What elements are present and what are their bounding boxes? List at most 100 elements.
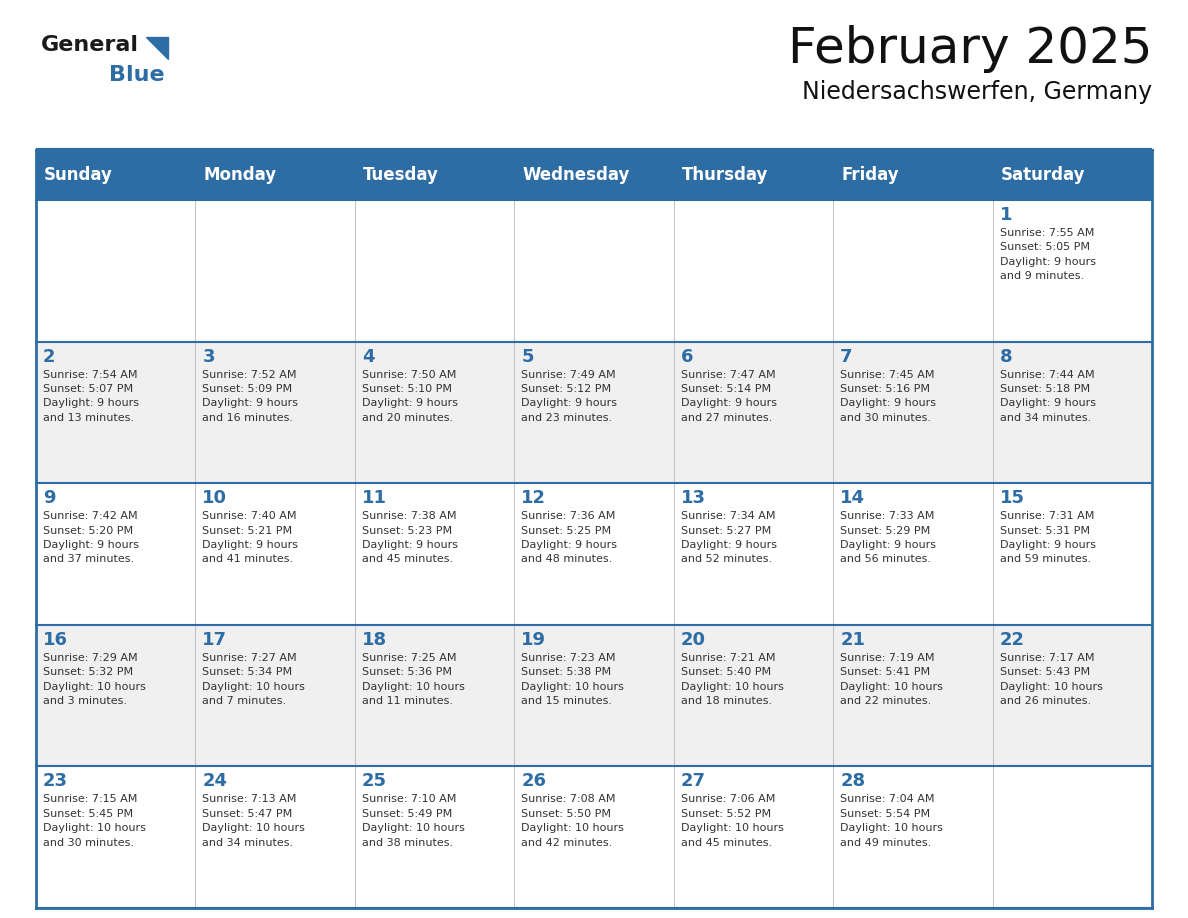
- Bar: [514, 341, 674, 483]
- Text: 2: 2: [43, 348, 56, 365]
- Text: 7: 7: [840, 348, 853, 365]
- Bar: [992, 150, 1152, 200]
- Bar: [36, 483, 196, 625]
- Bar: [674, 483, 833, 625]
- Text: Monday: Monday: [203, 166, 277, 184]
- Bar: [833, 150, 992, 200]
- Text: 14: 14: [840, 489, 865, 508]
- Text: 4: 4: [362, 348, 374, 365]
- Bar: [196, 341, 355, 483]
- Text: Sunrise: 7:34 AM
Sunset: 5:27 PM
Daylight: 9 hours
and 52 minutes.: Sunrise: 7:34 AM Sunset: 5:27 PM Dayligh…: [681, 511, 777, 565]
- Text: Sunrise: 7:29 AM
Sunset: 5:32 PM
Daylight: 10 hours
and 3 minutes.: Sunrise: 7:29 AM Sunset: 5:32 PM Dayligh…: [43, 653, 146, 706]
- Text: 1: 1: [999, 206, 1012, 224]
- Bar: [36, 341, 196, 483]
- Text: 28: 28: [840, 772, 865, 790]
- Text: 20: 20: [681, 631, 706, 649]
- Text: Sunrise: 7:04 AM
Sunset: 5:54 PM
Daylight: 10 hours
and 49 minutes.: Sunrise: 7:04 AM Sunset: 5:54 PM Dayligh…: [840, 794, 943, 847]
- Text: Saturday: Saturday: [1000, 166, 1085, 184]
- Text: 24: 24: [202, 772, 227, 790]
- Text: Sunrise: 7:19 AM
Sunset: 5:41 PM
Daylight: 10 hours
and 22 minutes.: Sunrise: 7:19 AM Sunset: 5:41 PM Dayligh…: [840, 653, 943, 706]
- Text: 11: 11: [362, 489, 387, 508]
- Bar: [674, 625, 833, 767]
- Text: Sunrise: 7:54 AM
Sunset: 5:07 PM
Daylight: 9 hours
and 13 minutes.: Sunrise: 7:54 AM Sunset: 5:07 PM Dayligh…: [43, 370, 139, 423]
- Text: Sunrise: 7:31 AM
Sunset: 5:31 PM
Daylight: 9 hours
and 59 minutes.: Sunrise: 7:31 AM Sunset: 5:31 PM Dayligh…: [999, 511, 1095, 565]
- Text: Sunrise: 7:36 AM
Sunset: 5:25 PM
Daylight: 9 hours
and 48 minutes.: Sunrise: 7:36 AM Sunset: 5:25 PM Dayligh…: [522, 511, 618, 565]
- Bar: [833, 341, 992, 483]
- Bar: [36, 767, 196, 908]
- Text: Sunrise: 7:45 AM
Sunset: 5:16 PM
Daylight: 9 hours
and 30 minutes.: Sunrise: 7:45 AM Sunset: 5:16 PM Dayligh…: [840, 370, 936, 423]
- Bar: [355, 200, 514, 341]
- Text: Sunrise: 7:17 AM
Sunset: 5:43 PM
Daylight: 10 hours
and 26 minutes.: Sunrise: 7:17 AM Sunset: 5:43 PM Dayligh…: [999, 653, 1102, 706]
- Text: Sunday: Sunday: [44, 166, 113, 184]
- Text: 9: 9: [43, 489, 56, 508]
- Bar: [196, 200, 355, 341]
- Text: 25: 25: [362, 772, 387, 790]
- Bar: [514, 483, 674, 625]
- Bar: [196, 483, 355, 625]
- Text: Sunrise: 7:23 AM
Sunset: 5:38 PM
Daylight: 10 hours
and 15 minutes.: Sunrise: 7:23 AM Sunset: 5:38 PM Dayligh…: [522, 653, 624, 706]
- Bar: [992, 483, 1152, 625]
- Text: 12: 12: [522, 489, 546, 508]
- Text: 23: 23: [43, 772, 68, 790]
- Bar: [355, 625, 514, 767]
- Bar: [355, 150, 514, 200]
- Text: Sunrise: 7:55 AM
Sunset: 5:05 PM
Daylight: 9 hours
and 9 minutes.: Sunrise: 7:55 AM Sunset: 5:05 PM Dayligh…: [999, 228, 1095, 281]
- Text: Sunrise: 7:38 AM
Sunset: 5:23 PM
Daylight: 9 hours
and 45 minutes.: Sunrise: 7:38 AM Sunset: 5:23 PM Dayligh…: [362, 511, 457, 565]
- Bar: [674, 200, 833, 341]
- Text: Friday: Friday: [841, 166, 899, 184]
- Bar: [674, 341, 833, 483]
- Text: Sunrise: 7:49 AM
Sunset: 5:12 PM
Daylight: 9 hours
and 23 minutes.: Sunrise: 7:49 AM Sunset: 5:12 PM Dayligh…: [522, 370, 618, 423]
- Bar: [514, 150, 674, 200]
- Bar: [674, 150, 833, 200]
- Text: Sunrise: 7:42 AM
Sunset: 5:20 PM
Daylight: 9 hours
and 37 minutes.: Sunrise: 7:42 AM Sunset: 5:20 PM Dayligh…: [43, 511, 139, 565]
- Bar: [355, 341, 514, 483]
- Bar: [514, 625, 674, 767]
- Text: 15: 15: [999, 489, 1024, 508]
- Text: 6: 6: [681, 348, 694, 365]
- Text: Sunrise: 7:06 AM
Sunset: 5:52 PM
Daylight: 10 hours
and 45 minutes.: Sunrise: 7:06 AM Sunset: 5:52 PM Dayligh…: [681, 794, 784, 847]
- Text: 26: 26: [522, 772, 546, 790]
- Bar: [196, 625, 355, 767]
- Text: 22: 22: [999, 631, 1024, 649]
- Bar: [36, 200, 196, 341]
- Bar: [992, 767, 1152, 908]
- Text: Sunrise: 7:44 AM
Sunset: 5:18 PM
Daylight: 9 hours
and 34 minutes.: Sunrise: 7:44 AM Sunset: 5:18 PM Dayligh…: [999, 370, 1095, 423]
- Text: Sunrise: 7:15 AM
Sunset: 5:45 PM
Daylight: 10 hours
and 30 minutes.: Sunrise: 7:15 AM Sunset: 5:45 PM Dayligh…: [43, 794, 146, 847]
- Text: 10: 10: [202, 489, 227, 508]
- Text: 21: 21: [840, 631, 865, 649]
- Text: Tuesday: Tuesday: [362, 166, 438, 184]
- Text: Thursday: Thursday: [682, 166, 769, 184]
- Text: Sunrise: 7:50 AM
Sunset: 5:10 PM
Daylight: 9 hours
and 20 minutes.: Sunrise: 7:50 AM Sunset: 5:10 PM Dayligh…: [362, 370, 457, 423]
- Bar: [514, 767, 674, 908]
- Bar: [992, 341, 1152, 483]
- Bar: [674, 767, 833, 908]
- Bar: [833, 483, 992, 625]
- Text: Sunrise: 7:47 AM
Sunset: 5:14 PM
Daylight: 9 hours
and 27 minutes.: Sunrise: 7:47 AM Sunset: 5:14 PM Dayligh…: [681, 370, 777, 423]
- Text: Sunrise: 7:40 AM
Sunset: 5:21 PM
Daylight: 9 hours
and 41 minutes.: Sunrise: 7:40 AM Sunset: 5:21 PM Dayligh…: [202, 511, 298, 565]
- Text: Sunrise: 7:21 AM
Sunset: 5:40 PM
Daylight: 10 hours
and 18 minutes.: Sunrise: 7:21 AM Sunset: 5:40 PM Dayligh…: [681, 653, 784, 706]
- Text: Sunrise: 7:13 AM
Sunset: 5:47 PM
Daylight: 10 hours
and 34 minutes.: Sunrise: 7:13 AM Sunset: 5:47 PM Dayligh…: [202, 794, 305, 847]
- Text: 8: 8: [999, 348, 1012, 365]
- Bar: [355, 483, 514, 625]
- Bar: [992, 200, 1152, 341]
- Bar: [196, 150, 355, 200]
- Polygon shape: [146, 37, 168, 59]
- Text: Sunrise: 7:25 AM
Sunset: 5:36 PM
Daylight: 10 hours
and 11 minutes.: Sunrise: 7:25 AM Sunset: 5:36 PM Dayligh…: [362, 653, 465, 706]
- Text: 18: 18: [362, 631, 387, 649]
- Bar: [514, 200, 674, 341]
- Text: 27: 27: [681, 772, 706, 790]
- Bar: [355, 767, 514, 908]
- Text: 13: 13: [681, 489, 706, 508]
- Text: Sunrise: 7:27 AM
Sunset: 5:34 PM
Daylight: 10 hours
and 7 minutes.: Sunrise: 7:27 AM Sunset: 5:34 PM Dayligh…: [202, 653, 305, 706]
- Text: 16: 16: [43, 631, 68, 649]
- Text: Niedersachswerfen, Germany: Niedersachswerfen, Germany: [802, 80, 1152, 104]
- Text: 5: 5: [522, 348, 533, 365]
- Text: Sunrise: 7:33 AM
Sunset: 5:29 PM
Daylight: 9 hours
and 56 minutes.: Sunrise: 7:33 AM Sunset: 5:29 PM Dayligh…: [840, 511, 936, 565]
- Text: 3: 3: [202, 348, 215, 365]
- Text: General: General: [42, 35, 139, 55]
- Bar: [36, 625, 196, 767]
- Text: 19: 19: [522, 631, 546, 649]
- Text: 17: 17: [202, 631, 227, 649]
- Bar: [36, 150, 196, 200]
- Text: Sunrise: 7:10 AM
Sunset: 5:49 PM
Daylight: 10 hours
and 38 minutes.: Sunrise: 7:10 AM Sunset: 5:49 PM Dayligh…: [362, 794, 465, 847]
